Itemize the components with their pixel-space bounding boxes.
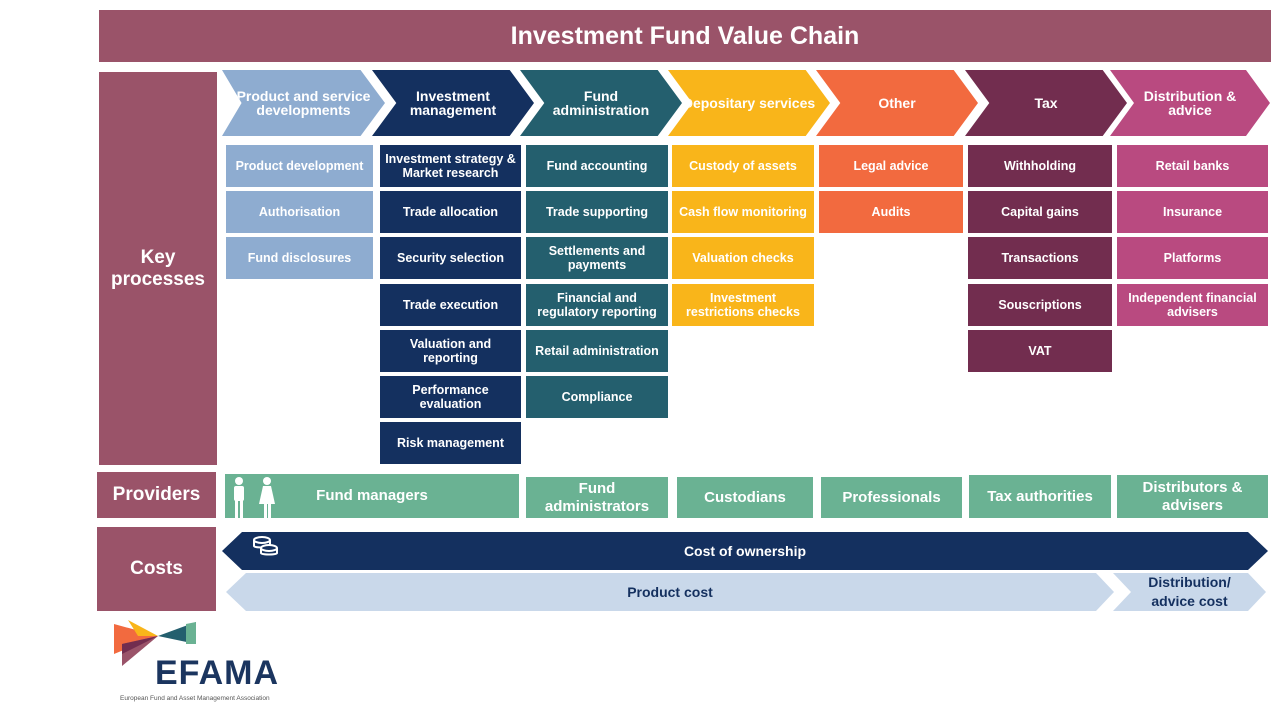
process-box: Transactions [968,237,1112,279]
provider-custodians: Custodians [677,477,813,518]
stage-header-0: Product and service developments [222,70,385,136]
process-box: Security selection [380,237,521,279]
process-box: Valuation and reporting [380,330,521,372]
process-box: Trade execution [380,284,521,326]
process-box: Investment strategy & Market research [380,145,521,187]
process-box: Authorisation [226,191,373,233]
cost-of-ownership-label: Cost of ownership [683,543,807,559]
process-box: Settlements and payments [526,237,668,279]
product-cost-arrow: Product cost [226,573,1114,611]
efama-logo-mark [114,620,196,666]
process-box: Performance evaluation [380,376,521,418]
process-box: Fund accounting [526,145,668,187]
process-box: Product development [226,145,373,187]
page-title: Investment Fund Value Chain [99,10,1271,62]
provider-label: Fund managers [316,487,428,504]
provider-professionals: Professionals [821,477,962,518]
stage-header-1: Investment management [372,70,534,136]
process-box: Withholding [968,145,1112,187]
provider-fund-managers: Fund managers [225,474,519,518]
process-box: Financial and regulatory reporting [526,284,668,326]
process-box: Cash flow monitoring [672,191,814,233]
process-box: Valuation checks [672,237,814,279]
process-box: Souscriptions [968,284,1112,326]
process-box: Retail administration [526,330,668,372]
row-label-key-processes: Key processes [99,72,217,465]
process-box: Risk management [380,422,521,464]
process-box: Legal advice [819,145,963,187]
stage-header-4: Other [816,70,978,136]
stage-header-6: Distribution & advice [1110,70,1270,136]
process-box: Audits [819,191,963,233]
process-box: Platforms [1117,237,1268,279]
process-box: Fund disclosures [226,237,373,279]
process-box: Compliance [526,376,668,418]
process-box: Custody of assets [672,145,814,187]
row-label-costs: Costs [97,527,216,611]
provider-distributors-advisers: Distributors & advisers [1117,475,1268,518]
coins-icon [252,535,280,557]
process-box: Capital gains [968,191,1112,233]
process-box: Insurance [1117,191,1268,233]
process-box: Investment restrictions checks [672,284,814,326]
provider-fund-administrators: Fund administrators [526,477,668,518]
people-icon [234,477,275,518]
efama-logo: EFAMA European Fund and Asset Management… [110,618,285,708]
process-box: Retail banks [1117,145,1268,187]
process-box: VAT [968,330,1112,372]
process-box: Independent financial advisers [1117,284,1268,326]
process-box: Trade allocation [380,191,521,233]
row-label-providers: Providers [97,472,216,518]
cost-of-ownership-arrow: Cost of ownership [222,532,1268,570]
stage-header-2: Fund administration [520,70,682,136]
logo-name: EFAMA [155,654,279,692]
provider-tax-authorities: Tax authorities [969,475,1111,518]
process-box: Trade supporting [526,191,668,233]
distribution-cost-arrow: Distribution/ advice cost [1113,573,1266,611]
stage-header-3: Depositary services [668,70,830,136]
logo-subtitle: European Fund and Asset Management Assoc… [120,695,270,702]
stage-header-5: Tax [965,70,1127,136]
